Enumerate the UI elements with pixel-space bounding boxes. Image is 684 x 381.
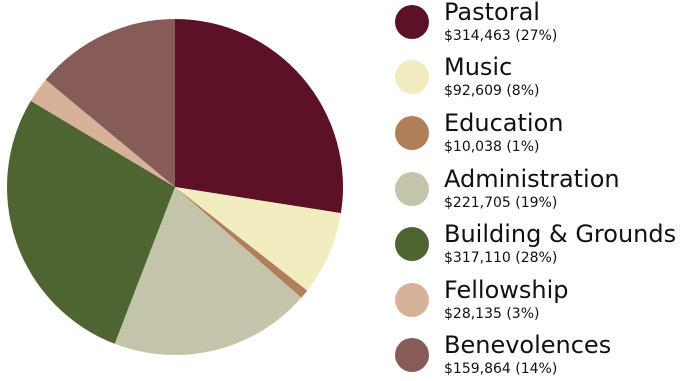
- legend-swatch-benevolences: [395, 338, 429, 372]
- legend-swatch-fellowship: [395, 283, 429, 317]
- pie-slice-administration: [114, 187, 302, 356]
- legend-label-pastoral: Pastoral: [444, 0, 540, 26]
- legend-item-building-grounds: Building & Grounds $317,110 (28%): [395, 220, 684, 270]
- pie-slice-building-grounds: [7, 100, 175, 344]
- legend-value-pastoral: $314,463 (27%): [444, 28, 558, 44]
- legend-swatch-administration: [395, 172, 429, 206]
- legend-label-music: Music: [444, 53, 513, 81]
- legend-value-education: $10,038 (1%): [444, 139, 540, 155]
- legend-swatch-pastoral: [395, 5, 429, 39]
- legend-value-fellowship: $28,135 (3%): [444, 306, 540, 322]
- legend-value-building-grounds: $317,110 (28%): [444, 250, 558, 266]
- legend-value-administration: $221,705 (19%): [444, 195, 558, 211]
- legend-label-education: Education: [444, 109, 564, 137]
- pie-slice-benevolences: [45, 19, 175, 187]
- legend-item-fellowship: Fellowship $28,135 (3%): [395, 276, 684, 326]
- pie-slice-music: [175, 187, 341, 291]
- pie-slice-fellowship: [30, 79, 175, 187]
- legend-swatch-education: [395, 116, 429, 150]
- legend-item-pastoral: Pastoral $314,463 (27%): [395, 0, 684, 48]
- legend-label-building-grounds: Building & Grounds: [444, 220, 677, 248]
- pie-chart: [7, 18, 344, 356]
- legend-label-fellowship: Fellowship: [444, 276, 569, 304]
- legend-item-administration: Administration $221,705 (19%): [395, 165, 684, 215]
- legend-swatch-building-grounds: [395, 227, 429, 261]
- legend-item-education: Education $10,038 (1%): [395, 109, 684, 159]
- legend-value-benevolences: $159,864 (14%): [444, 361, 558, 377]
- legend-item-benevolences: Benevolences $159,864 (14%): [395, 331, 684, 381]
- legend: Pastoral $314,463 (27%) Music $92,609 (8…: [395, 0, 684, 381]
- legend-value-music: $92,609 (8%): [444, 83, 540, 99]
- legend-swatch-music: [395, 60, 429, 94]
- legend-item-music: Music $92,609 (8%): [395, 53, 684, 103]
- legend-label-benevolences: Benevolences: [444, 331, 612, 359]
- legend-label-administration: Administration: [444, 165, 620, 193]
- pie-chart-area: [7, 18, 344, 356]
- pie-slice-pastoral: [175, 18, 344, 214]
- pie-slice-education: [175, 187, 308, 298]
